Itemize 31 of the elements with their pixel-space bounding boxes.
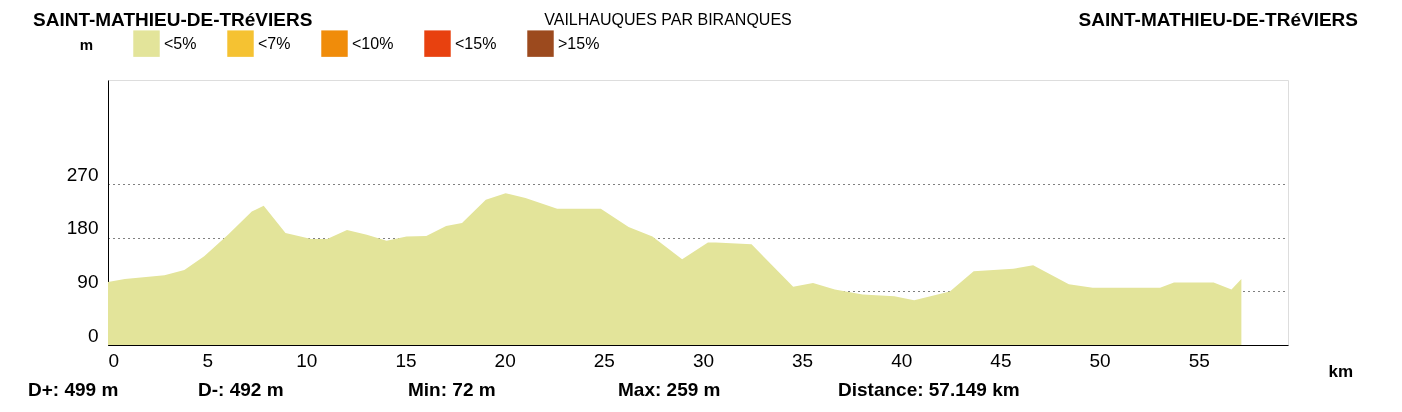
text: Max: 259 m [618,379,721,400]
x-tick-label: 30 [692,349,715,371]
x-tick-label: 15 [395,349,417,371]
y-tick-label: 90 [77,270,99,292]
text: Min: 72 m [408,379,496,400]
x-tick-label: 35 [792,349,814,371]
x-tick-label: 25 [593,349,615,371]
y-tick-label: 180 [66,217,99,239]
legend-label: <15% [455,34,497,52]
x-tick-label: 20 [494,349,516,371]
x-tick-label: 55 [1188,349,1210,371]
text: SAINT-MATHIEU-DE-TRéVIERS [33,9,313,30]
x-tick-label: 10 [296,349,318,371]
y-tick-label: 270 [66,163,99,185]
y-tick-label: 0 [87,324,99,346]
x-tick-label: 45 [990,349,1012,371]
x-tick-label: 5 [202,349,213,371]
legend-label: <7% [258,34,291,52]
x-tick-label: 0 [108,349,120,371]
text: D-: 492 m [198,379,284,400]
chart-title: VAILHAUQUES PAR BIRANQUES [544,11,792,28]
y-axis-title: m [79,35,94,53]
legend-label: <5% [164,34,197,52]
text: Distance: 57.149 km [838,379,1020,400]
x-tick-label: 50 [1089,349,1111,371]
x-tick-label: 40 [891,349,913,371]
legend-label: >15% [558,34,600,52]
x-axis-title: km [1328,361,1354,381]
legend-label: <10% [352,34,394,52]
text: D+: 499 m [28,379,119,400]
text: SAINT-MATHIEU-DE-TRéVIERS [1078,9,1358,30]
